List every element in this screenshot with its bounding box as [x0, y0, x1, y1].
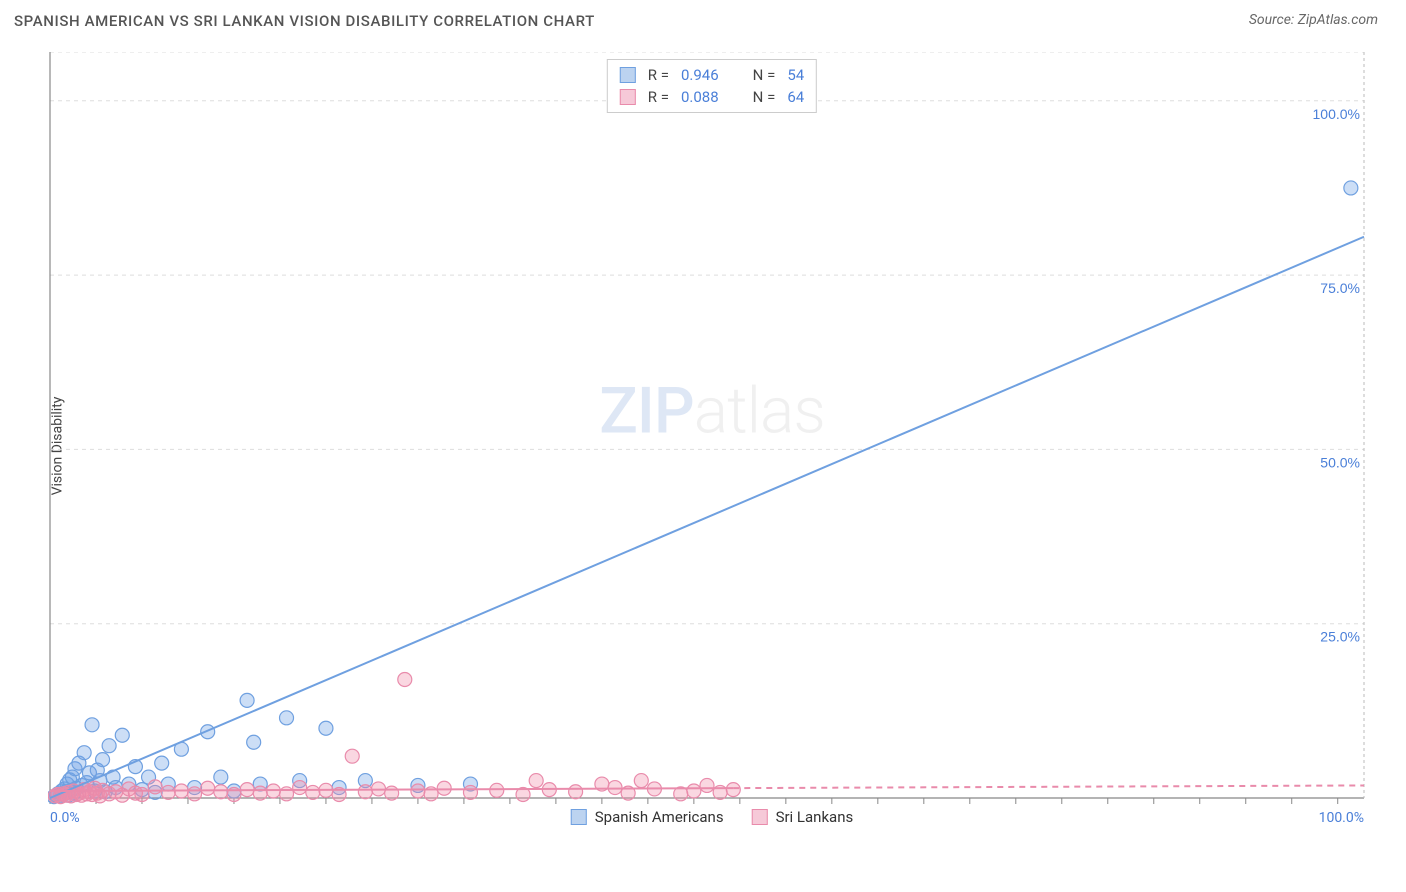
- x-axis-min-label: 0.0%: [50, 810, 80, 826]
- scatter-plot: 25.0% 50.0% 75.0% 100.0%: [48, 52, 1376, 832]
- x-axis-max-label: 100.0%: [1319, 810, 1364, 826]
- legend-item-series1: Spanish Americans: [571, 808, 724, 826]
- svg-text:100.0%: 100.0%: [1313, 106, 1360, 122]
- r-label: R =: [648, 88, 669, 106]
- r-value-series1: 0.946: [681, 66, 719, 84]
- chart-title: SPANISH AMERICAN VS SRI LANKAN VISION DI…: [14, 12, 595, 30]
- swatch-series2: [620, 89, 636, 105]
- stats-legend-box: R = 0.946 N = 54 R = 0.088 N = 64: [607, 59, 817, 113]
- n-value-series2: 64: [787, 88, 804, 106]
- stats-row-series2: R = 0.088 N = 64: [620, 86, 804, 108]
- legend-swatch-series1: [571, 809, 587, 825]
- r-label: R =: [648, 66, 669, 84]
- legend-item-series2: Sri Lankans: [752, 808, 854, 826]
- r-value-series2: 0.088: [681, 88, 719, 106]
- swatch-series1: [620, 67, 636, 83]
- n-value-series1: 54: [787, 66, 804, 84]
- n-label: N =: [753, 66, 776, 84]
- n-label: N =: [753, 88, 776, 106]
- source-attribution: Source: ZipAtlas.com: [1249, 12, 1378, 28]
- svg-text:75.0%: 75.0%: [1320, 280, 1360, 296]
- legend-label-series2: Sri Lankans: [776, 808, 854, 826]
- legend-label-series1: Spanish Americans: [595, 808, 724, 826]
- svg-text:25.0%: 25.0%: [1320, 629, 1360, 645]
- stats-row-series1: R = 0.946 N = 54: [620, 64, 804, 86]
- chart-area: ZIPatlas 25.0%50.0%75.0%100.0% R = 0.946…: [48, 52, 1376, 832]
- bottom-legend: Spanish Americans Sri Lankans: [571, 808, 853, 826]
- svg-text:50.0%: 50.0%: [1320, 454, 1360, 470]
- legend-swatch-series2: [752, 809, 768, 825]
